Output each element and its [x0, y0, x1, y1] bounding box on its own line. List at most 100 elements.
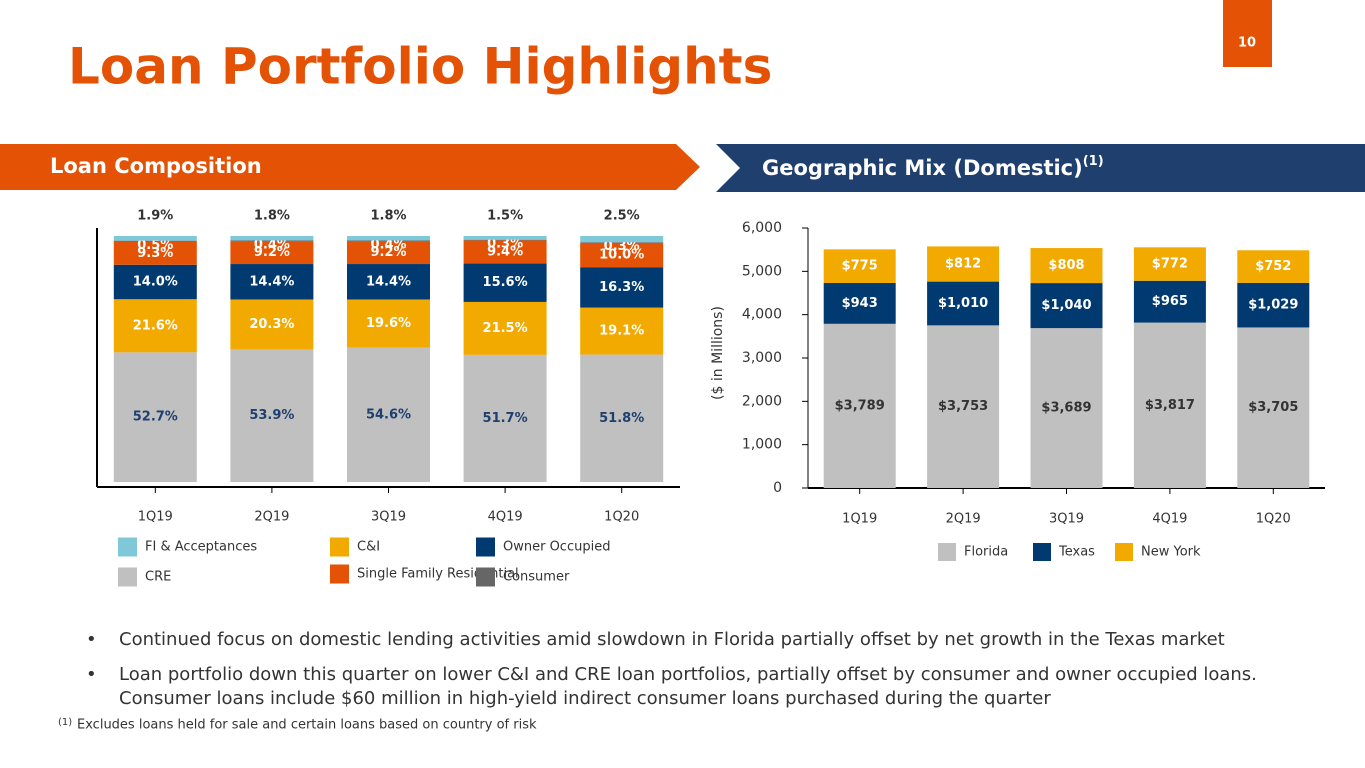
section-title: Loan Composition	[50, 154, 262, 178]
page-number: 10	[1238, 36, 1256, 51]
bullet: • Continued focus on domestic lending act…	[86, 628, 1316, 652]
legend-swatch	[476, 537, 495, 557]
bar-segment	[230, 236, 314, 241]
y-tick-label: 3,000	[742, 350, 782, 366]
x-tick-label: 4Q19	[488, 510, 523, 525]
bar-segment	[347, 240, 430, 242]
value-label: 14.4%	[249, 274, 294, 289]
value-label: 9.2%	[254, 245, 290, 260]
bar-segment	[580, 267, 664, 308]
value-label: $3,817	[1145, 398, 1195, 413]
bar-segment	[230, 241, 314, 265]
value-label: 51.8%	[599, 411, 644, 426]
bar-segment	[463, 301, 547, 355]
bar-segment	[927, 281, 1000, 326]
bar-segment	[463, 236, 547, 240]
page-number-box	[1223, 0, 1272, 67]
y-tick-label: 4,000	[742, 307, 782, 323]
value-label: 21.6%	[133, 318, 178, 333]
value-label: $1,010	[938, 296, 988, 311]
legend-swatch	[1115, 543, 1133, 561]
value-label: 51.7%	[483, 411, 528, 426]
legend-swatch	[330, 564, 349, 584]
bar-segment	[1030, 283, 1103, 329]
bar-segment	[113, 240, 197, 242]
value-label: 0.4%	[370, 237, 406, 252]
bar-segment	[927, 325, 1000, 488]
value-label: 9.2%	[370, 245, 406, 260]
value-label: 19.1%	[599, 324, 644, 339]
bullet-text: Continued focus on domestic lending acti…	[119, 629, 1225, 650]
section-banner	[0, 144, 700, 190]
value-label: $3,689	[1041, 401, 1091, 416]
value-label: 10.0%	[599, 248, 644, 263]
footnote-marker: (1)	[58, 717, 72, 728]
bar-segment	[1030, 328, 1103, 488]
value-label: $812	[945, 257, 981, 272]
bar-segment	[580, 236, 664, 243]
y-tick-label: 1,000	[742, 437, 782, 453]
x-tick-label: 2Q19	[254, 510, 289, 525]
value-label: 21.5%	[483, 321, 528, 336]
bar-segment	[463, 240, 547, 264]
legend-label: Florida	[964, 545, 1008, 560]
value-label: $3,789	[835, 398, 885, 413]
bar-segment	[230, 299, 314, 350]
bar-segment	[113, 299, 197, 353]
bar-segment	[230, 349, 314, 482]
bar-segment	[347, 264, 430, 300]
footnote-ref: (1)	[1083, 154, 1104, 169]
x-tick-label: 1Q20	[1256, 512, 1291, 527]
bar-segment	[230, 240, 314, 242]
value-label: 0.5%	[137, 238, 173, 253]
value-label: $808	[1048, 258, 1084, 273]
value-label: 20.3%	[249, 317, 294, 332]
bar-segment	[580, 242, 664, 243]
value-label: $1,040	[1041, 298, 1091, 313]
x-tick-label: 3Q19	[371, 510, 406, 525]
legend-label: FI & Acceptances	[145, 540, 257, 555]
value-label: 19.6%	[366, 316, 411, 331]
value-label: $775	[842, 259, 878, 274]
value-label: 9.3%	[137, 246, 173, 261]
legend-swatch	[330, 537, 349, 557]
section-banner	[716, 144, 1365, 192]
bar-segment	[1237, 327, 1310, 488]
bar-segment	[347, 347, 430, 482]
bar-segment	[113, 241, 197, 265]
bar-segment	[113, 236, 197, 241]
y-tick-label: 6,000	[742, 220, 782, 236]
legend-swatch	[118, 567, 137, 587]
value-label: 0.3%	[487, 237, 523, 252]
value-label: 14.0%	[133, 275, 178, 290]
value-label: 14.4%	[366, 274, 411, 289]
y-tick-label: 5,000	[742, 263, 782, 279]
value-label: $772	[1152, 257, 1188, 272]
value-label: $3,705	[1248, 400, 1298, 415]
value-label: 0.3%	[604, 239, 640, 254]
legend-label: Consumer	[503, 570, 570, 585]
value-label: 1.9%	[137, 209, 173, 224]
value-label: 54.6%	[366, 407, 411, 422]
legend-label: Texas	[1058, 545, 1095, 560]
bar-segment	[1237, 250, 1310, 283]
title: Loan Portfolio Highlights	[68, 38, 772, 96]
value-label: $943	[842, 296, 878, 311]
x-tick-label: 4Q19	[1152, 512, 1187, 527]
bar-segment	[823, 282, 896, 324]
legend-label: Owner Occupied	[503, 540, 610, 555]
value-label: 16.3%	[599, 280, 644, 295]
bar-segment	[463, 263, 547, 302]
value-label: 52.7%	[133, 410, 178, 425]
value-label: $752	[1255, 259, 1291, 274]
bullet: • Loan portfolio down this quarter on low…	[86, 663, 1316, 711]
bar-segment	[113, 264, 197, 300]
bar-segment	[347, 236, 430, 241]
bar-segment	[580, 307, 664, 355]
legend-label: C&I	[357, 540, 380, 555]
y-axis-label: ($ in Millions)	[710, 306, 726, 400]
bar-segment	[823, 323, 896, 488]
legend-swatch	[118, 537, 137, 557]
